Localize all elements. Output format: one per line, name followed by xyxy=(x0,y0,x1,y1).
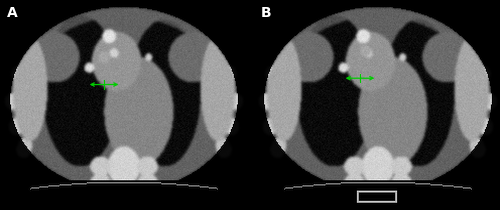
Text: A: A xyxy=(8,6,18,20)
Text: B: B xyxy=(261,6,272,20)
